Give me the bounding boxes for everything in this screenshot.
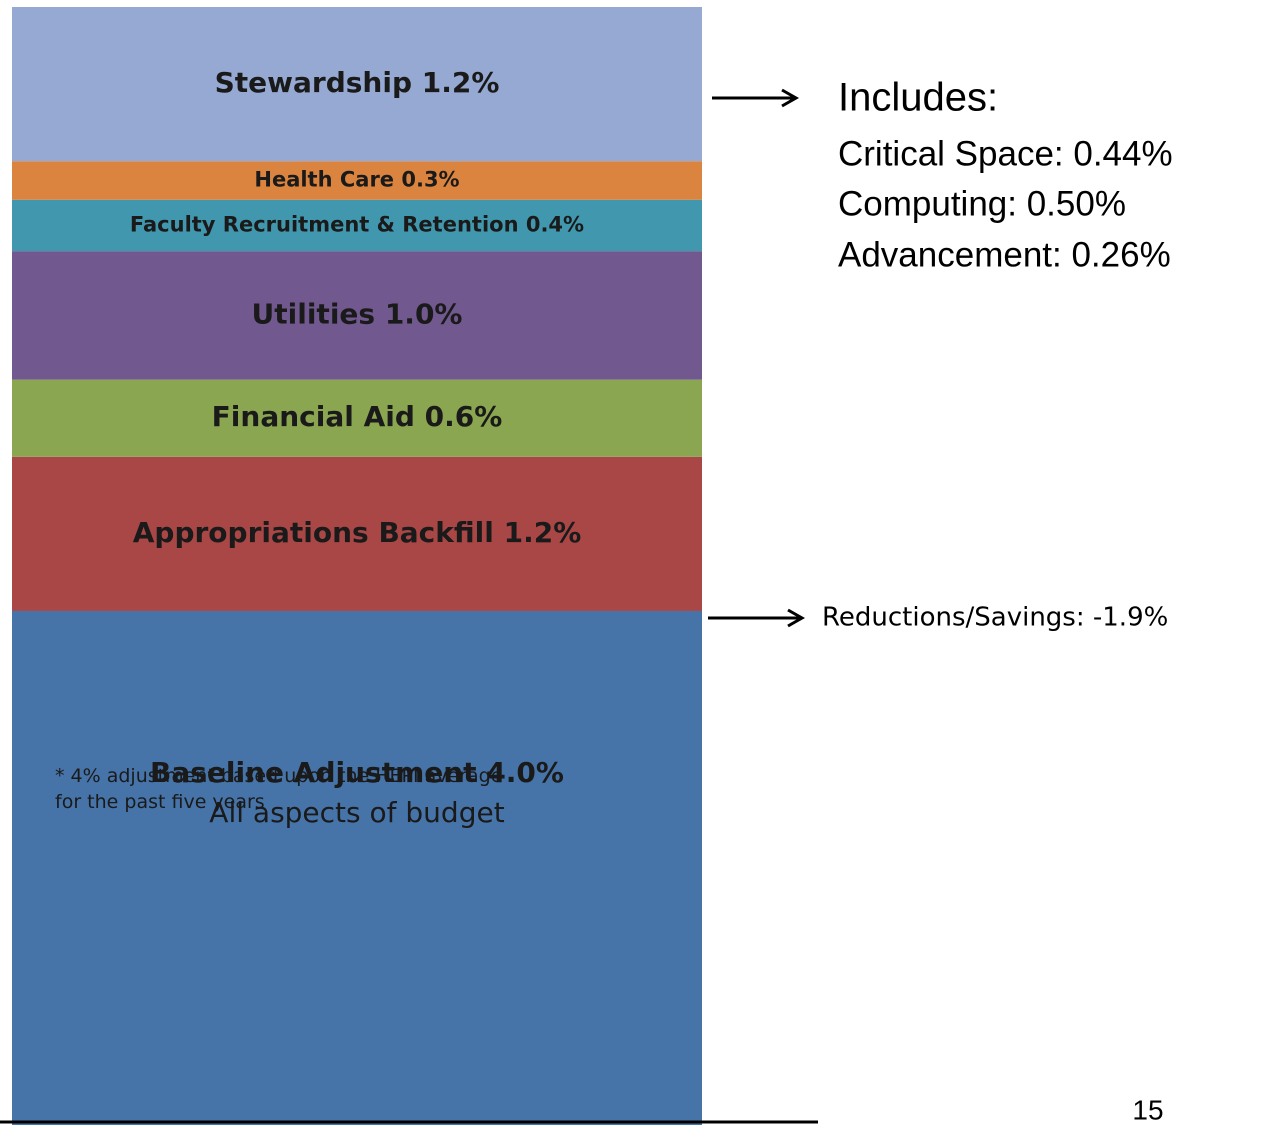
segment [12, 251, 702, 380]
segment-name: Utilities [252, 297, 376, 330]
segment-value: 0.6% [425, 400, 503, 433]
segment-value: 0.3% [401, 167, 459, 191]
segment [12, 379, 702, 457]
segment-name: Baseline Adjustment [150, 756, 477, 789]
includes-item: Computing: 0.50% [838, 184, 1126, 223]
segment-name: Faculty Recruitment & Retention [130, 212, 519, 236]
includes-item: Critical Space: 0.44% [838, 134, 1173, 173]
segment-value: 0.4% [526, 212, 584, 236]
segment-name: Appropriations Backfill [133, 516, 494, 549]
segment-label: Financial Aid 0.6% [212, 400, 503, 433]
includes-item: Advancement: 0.26% [838, 235, 1171, 274]
segment [12, 610, 702, 1125]
segment [12, 7, 702, 162]
segment-label: Stewardship 1.2% [215, 66, 500, 99]
reductions: Reductions/Savings: -1.9% [822, 603, 1168, 633]
segment-name: Health Care [254, 167, 394, 191]
segment-label: Baseline Adjustment 4.0% [150, 756, 564, 789]
segment-label: Health Care 0.3% [254, 167, 459, 191]
segment-label: Utilities 1.0% [252, 297, 463, 330]
stacked-bar: Baseline Adjustment 4.0% All aspects of b… [12, 7, 702, 1125]
segment-label: Appropriations Backfill 1.2% [133, 516, 582, 549]
segment-subtitle: All aspects of budget [209, 796, 504, 829]
includes-title: Includes: [838, 76, 998, 120]
segment [12, 161, 702, 200]
segment [12, 199, 702, 252]
segment-name: Financial Aid [212, 400, 415, 433]
arrow-head [781, 88, 800, 108]
segment-name: Stewardship [215, 66, 412, 99]
segment-value: 4.0% [486, 756, 564, 789]
footnote: * 4% adjustment based upon the HEPI aver… [55, 765, 502, 787]
page-number: 15 [1132, 1094, 1163, 1125]
segment-label: Faculty Recruitment & Retention 0.4% [130, 212, 584, 236]
arrow-head [787, 608, 806, 628]
segment-value: 1.2% [422, 66, 500, 99]
footnote: for the past five years [55, 791, 265, 813]
segment-value: 1.2% [504, 516, 582, 549]
segment-value: 1.0% [385, 297, 463, 330]
segment [12, 456, 702, 611]
